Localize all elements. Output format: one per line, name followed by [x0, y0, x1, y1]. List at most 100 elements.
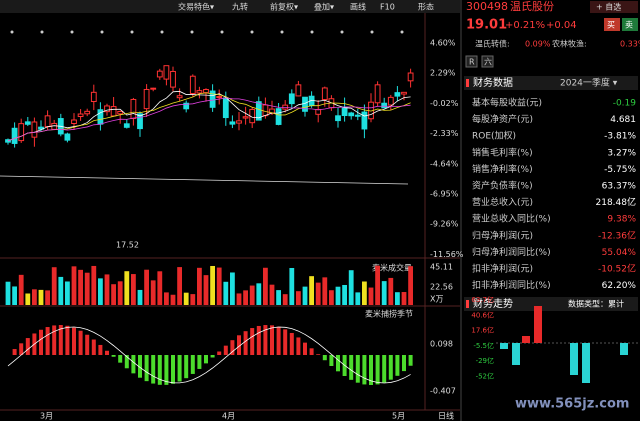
- row-label: ROE(加权): [472, 130, 516, 142]
- indicator-bar: [197, 355, 202, 369]
- sell-button[interactable]: [622, 18, 638, 31]
- indicator-bar: [237, 335, 241, 355]
- trend-bar: [534, 306, 542, 343]
- toolbar-item[interactable]: 交易特色▾: [178, 2, 214, 12]
- candle-body: [348, 112, 355, 117]
- indicator-bar: [177, 355, 182, 382]
- volume-bar: [289, 267, 295, 305]
- bond-pct: 0.09%: [525, 40, 551, 49]
- toolbar-item[interactable]: 画线: [350, 2, 366, 12]
- candle-body: [341, 106, 348, 117]
- indicator-bar: [157, 355, 162, 385]
- indicator-bar: [303, 342, 307, 355]
- sell[interactable]: 卖: [625, 21, 633, 30]
- indicator-bar: [362, 355, 367, 385]
- buy[interactable]: 买: [607, 21, 615, 30]
- row-label: 每股净资产(元): [472, 113, 533, 125]
- row-value: 3.27%: [607, 148, 636, 158]
- indicator-bar: [45, 327, 50, 355]
- indicator-bar: [230, 340, 235, 355]
- add-watch-button[interactable]: [590, 1, 638, 13]
- volume-bar: [25, 293, 31, 305]
- volume-bar: [296, 291, 301, 305]
- volume-label: 22.56: [430, 283, 453, 292]
- dot: [130, 30, 134, 34]
- volume-bar: [408, 266, 413, 305]
- indicator-bar: [322, 355, 327, 361]
- chart-graphics: [0, 30, 414, 385]
- volume-bar: [348, 270, 354, 305]
- period[interactable]: 日线: [438, 411, 454, 421]
- volume-bar: [190, 294, 196, 305]
- volume-bar: [335, 286, 341, 305]
- candle-body: [354, 114, 361, 117]
- candle-body: [394, 92, 401, 97]
- indicator-bar: [243, 331, 248, 355]
- volume-bar: [51, 267, 57, 305]
- dot: [100, 30, 104, 34]
- candle-body: [64, 133, 71, 141]
- sector-pct: 0.33%: [620, 40, 640, 49]
- dot: [280, 30, 284, 34]
- volume-bar: [309, 276, 314, 305]
- price-axis-label: -9.26%: [430, 220, 459, 229]
- toolbar-item[interactable]: F10: [380, 3, 395, 12]
- candle-body: [381, 102, 388, 109]
- indicator-label: 0.098: [430, 340, 453, 349]
- change: +0.04: [546, 20, 577, 31]
- indicator-bar: [296, 337, 301, 355]
- tag-box: [481, 55, 494, 68]
- candle-body: [374, 84, 381, 104]
- volume-bar: [131, 274, 136, 305]
- trend-data-type[interactable]: 数据类型：累计: [568, 299, 624, 309]
- indicator-bar: [144, 355, 149, 382]
- volume-title: 麦米成交量: [372, 263, 412, 273]
- row-value: -3.81%: [604, 132, 636, 142]
- candle-body: [401, 91, 407, 95]
- volume-bar: [117, 281, 123, 305]
- accent: [466, 79, 469, 87]
- candle-body: [24, 121, 31, 125]
- candle-body: [117, 110, 124, 115]
- toolbar-item[interactable]: 叠加▾: [314, 2, 334, 12]
- volume-label: 45.11: [430, 263, 453, 272]
- indicator-bar: [349, 355, 354, 380]
- indicator-bar: [98, 344, 103, 355]
- dot: [400, 30, 404, 34]
- price-axis-label: -0.02%: [430, 99, 459, 108]
- price: 19.01: [466, 18, 507, 33]
- buy-button[interactable]: [604, 18, 620, 31]
- low-label: 17.52: [116, 241, 139, 250]
- candle-body: [104, 105, 110, 113]
- candle-body: [18, 123, 25, 142]
- toolbar-item[interactable]: 前复权▾: [270, 2, 298, 12]
- tag: R: [469, 58, 475, 67]
- row-value: -0.19: [613, 99, 637, 109]
- indicator-bar: [210, 355, 215, 358]
- month-label: 5月: [392, 412, 405, 421]
- indicator-bar: [190, 355, 195, 374]
- volume-bar: [362, 281, 367, 305]
- indicator-bar: [52, 325, 57, 355]
- tag: 六: [484, 57, 492, 67]
- indicator-bar: [124, 355, 129, 369]
- indicator-bar: [309, 348, 314, 355]
- add-watch[interactable]: + 自选: [596, 2, 621, 12]
- indicator-bar: [58, 325, 63, 355]
- financials-period[interactable]: 2024一季度 ▾: [560, 77, 618, 89]
- candle-body: [209, 90, 216, 108]
- indicator-bar: [171, 355, 175, 384]
- volume-bar: [249, 285, 255, 305]
- volume-bar: [342, 284, 347, 305]
- toolbar-item[interactable]: 形态: [418, 2, 434, 12]
- change-pct: +0.21%: [505, 20, 545, 31]
- indicator-bar: [388, 355, 393, 380]
- candle-body: [143, 88, 150, 110]
- trend-bar: [582, 343, 590, 383]
- volume-bar: [111, 284, 116, 305]
- accent: [466, 300, 469, 308]
- volume-bar: [282, 294, 288, 305]
- toolbar-items: 交易特色▾ 九转 前复权▾ 叠加▾ 画线 F10 形态: [178, 2, 434, 12]
- volume-bar: [401, 292, 407, 305]
- toolbar-item[interactable]: 九转: [232, 2, 248, 12]
